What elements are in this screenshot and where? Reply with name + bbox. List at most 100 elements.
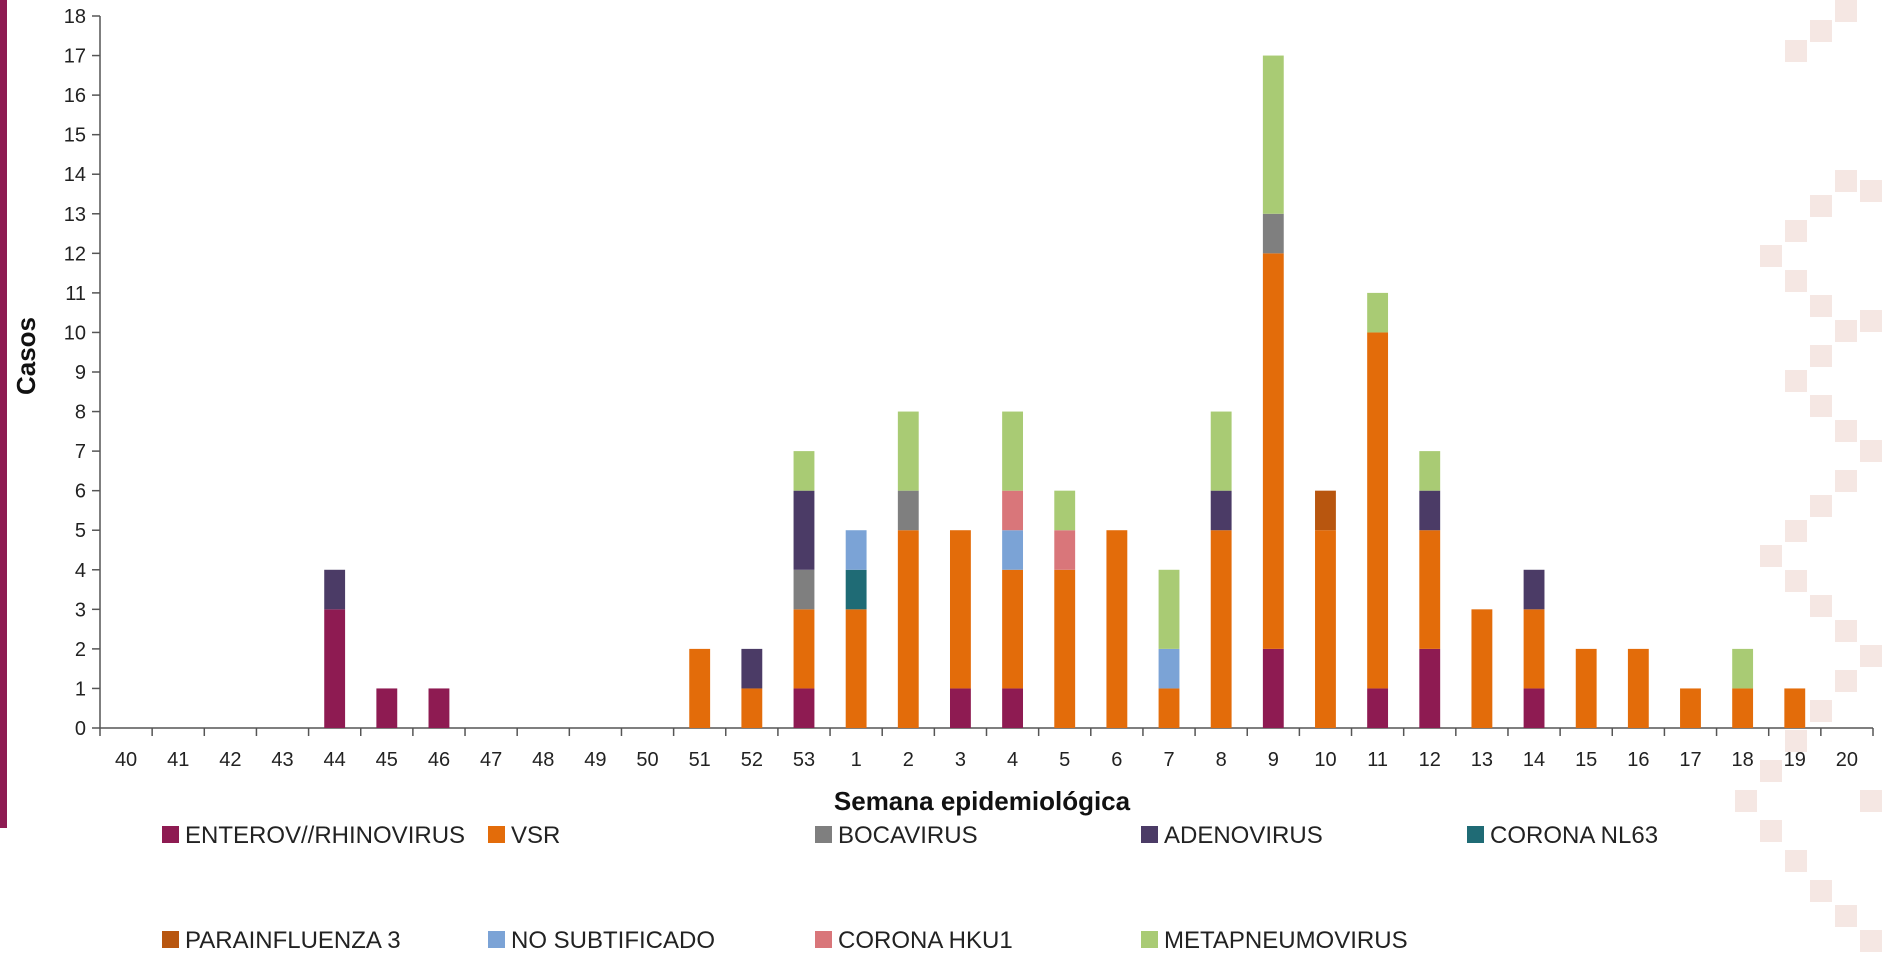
bar-segment <box>741 688 763 728</box>
pattern-square <box>1835 905 1857 927</box>
bar-segment <box>689 648 711 728</box>
pattern-square <box>1810 700 1832 722</box>
bar-segment <box>1680 688 1701 728</box>
pattern-square <box>1835 0 1857 22</box>
bar-segment <box>845 569 867 610</box>
x-tick-label: 48 <box>532 749 554 771</box>
legend-label: ENTEROV//RHINOVIRUS <box>185 822 465 849</box>
legend-swatch <box>488 826 505 843</box>
x-tick-label: 18 <box>1732 749 1754 771</box>
pattern-square <box>1760 545 1782 567</box>
x-tick-label: 53 <box>793 749 815 771</box>
bar-segment <box>1262 55 1284 214</box>
x-tick-label: 19 <box>1784 749 1806 771</box>
x-tick-label: 44 <box>324 749 346 771</box>
bar-segment <box>1367 688 1389 728</box>
x-tick-label: 3 <box>955 749 966 771</box>
bar-segment <box>1002 688 1024 728</box>
bar-segment <box>1627 648 1649 728</box>
pattern-square <box>1785 370 1807 392</box>
bar-segment <box>1367 332 1389 689</box>
pattern-square <box>1760 760 1782 782</box>
bar-segment <box>793 688 815 728</box>
y-tick-label: 3 <box>75 599 86 621</box>
x-tick-label: 15 <box>1575 749 1597 771</box>
legend-swatch <box>815 826 832 843</box>
bar-segment <box>1315 530 1336 728</box>
y-tick-label: 8 <box>75 402 86 424</box>
bars <box>324 55 1806 728</box>
pattern-square <box>1860 645 1882 667</box>
bar-segment <box>793 490 815 570</box>
pattern-square <box>1810 195 1832 217</box>
legend-swatch <box>1141 826 1158 843</box>
bar-segment <box>1471 609 1493 728</box>
pattern-square <box>1810 295 1832 317</box>
x-tick-label: 52 <box>741 749 763 771</box>
legend-swatch <box>162 826 179 843</box>
bar-segment <box>1523 569 1545 610</box>
x-tick-label: 47 <box>480 749 502 771</box>
y-tick-label: 16 <box>64 85 86 107</box>
legend-item: VSR <box>488 822 560 849</box>
pattern-square <box>1835 670 1857 692</box>
bar-segment <box>1575 648 1597 728</box>
y-tick-label: 11 <box>65 283 86 305</box>
bar-segment <box>793 569 815 610</box>
legend: ENTEROV//RHINOVIRUS VSR BOCAVIRUS ADENOVIRU… <box>162 822 1658 954</box>
y-tick-label: 9 <box>75 362 86 384</box>
x-tick-label: 11 <box>1367 749 1388 771</box>
legend-item: METAPNEUMOVIRUS <box>1141 927 1408 954</box>
bar-segment <box>845 609 867 728</box>
bar-segment <box>1732 648 1754 689</box>
legend-label: CORONA HKU1 <box>838 927 1013 954</box>
bar-segment <box>428 688 450 728</box>
x-tick-label: 50 <box>636 749 658 771</box>
bar-segment <box>1523 688 1545 728</box>
pattern-square <box>1760 245 1782 267</box>
pattern-square <box>1785 220 1807 242</box>
bar-segment <box>897 490 919 531</box>
x-tick-label: 49 <box>584 749 606 771</box>
bar-segment <box>1054 569 1076 728</box>
pattern-square <box>1785 520 1807 542</box>
bar-segment <box>1419 530 1441 649</box>
pattern-square <box>1810 880 1832 902</box>
y-tick-label: 18 <box>64 6 86 28</box>
legend-swatch <box>1467 826 1484 843</box>
x-tick-label: 5 <box>1059 749 1070 771</box>
x-tick-label: 6 <box>1111 749 1122 771</box>
pattern-square <box>1810 395 1832 417</box>
legend-label: VSR <box>511 822 560 849</box>
x-tick-label: 17 <box>1679 749 1701 771</box>
y-tick-label: 10 <box>64 322 86 344</box>
pattern-square <box>1860 790 1882 812</box>
pattern-square <box>1810 495 1832 517</box>
x-tick-label: 13 <box>1471 749 1493 771</box>
x-axis: 40 41 42 43 44 45 46 47 48 49 50 51 52 53 1 2 3 4 5 6 7 8 9 10 1… <box>99 727 1874 771</box>
legend-label: ADENOVIRUS <box>1164 822 1323 849</box>
y-axis-title: Casos <box>11 317 41 395</box>
x-tick-label: 9 <box>1268 749 1279 771</box>
legend-label: NO SUBTIFICADO <box>511 927 715 954</box>
x-tick-label: 51 <box>689 749 711 771</box>
bar-segment <box>1419 451 1441 491</box>
pattern-square <box>1835 420 1857 442</box>
legend-item: ADENOVIRUS <box>1141 822 1323 849</box>
legend-item: ENTEROV//RHINOVIRUS <box>162 822 465 849</box>
legend-item: CORONA HKU1 <box>815 927 1013 954</box>
bar-segment <box>1002 490 1024 531</box>
pattern-square <box>1785 40 1807 62</box>
y-tick-label: 5 <box>75 520 86 542</box>
bar-segment <box>1210 530 1232 728</box>
bar-segment <box>1158 648 1180 689</box>
legend-label: PARAINFLUENZA 3 <box>185 927 401 954</box>
y-tick-label: 0 <box>75 718 86 740</box>
bar-segment <box>1106 530 1128 728</box>
bar-segment <box>845 530 867 570</box>
bar-segment <box>1419 648 1441 728</box>
bar-segment <box>1419 490 1441 531</box>
pattern-square <box>1835 620 1857 642</box>
legend-swatch <box>815 931 832 948</box>
